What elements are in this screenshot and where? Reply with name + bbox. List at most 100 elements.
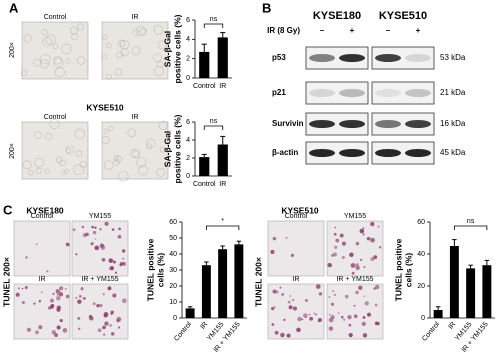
micrograph-label: Control bbox=[31, 213, 54, 220]
bar bbox=[217, 37, 228, 78]
cell bbox=[65, 242, 70, 247]
size-label: 45 kDa bbox=[440, 148, 466, 157]
cell bbox=[157, 40, 167, 50]
cell bbox=[39, 59, 49, 69]
cell bbox=[111, 228, 115, 231]
y-axis-label: positive cells (%) bbox=[172, 14, 182, 83]
cell bbox=[108, 126, 114, 131]
cell bbox=[349, 254, 351, 256]
cell bbox=[40, 54, 51, 65]
cell bbox=[103, 128, 109, 134]
y-tick-label: 6 bbox=[186, 119, 190, 126]
band bbox=[375, 149, 401, 157]
cell bbox=[50, 304, 55, 308]
protein-label: p21 bbox=[272, 88, 286, 97]
y-tick-label: 50 bbox=[169, 235, 177, 242]
cell bbox=[350, 263, 356, 268]
cell bbox=[108, 258, 113, 263]
cell bbox=[28, 170, 34, 176]
significance-bracket bbox=[205, 225, 240, 230]
cell bbox=[119, 40, 130, 50]
size-label: 53 kDa bbox=[440, 53, 466, 62]
cell bbox=[78, 294, 82, 298]
cell bbox=[157, 61, 164, 68]
cell bbox=[106, 42, 112, 49]
cell bbox=[80, 287, 84, 291]
cell bbox=[317, 317, 322, 322]
cell bbox=[330, 253, 334, 257]
band bbox=[309, 120, 335, 128]
protein-label: Survivin bbox=[272, 119, 304, 128]
cell bbox=[121, 298, 127, 304]
cell bbox=[70, 26, 78, 35]
significance-label: * bbox=[221, 218, 224, 225]
cell bbox=[90, 242, 94, 246]
cell bbox=[105, 73, 112, 80]
micrograph-label: IR bbox=[293, 276, 300, 283]
cell bbox=[61, 43, 72, 54]
micrograph-label: IR bbox=[132, 114, 139, 121]
cell bbox=[77, 299, 82, 304]
band bbox=[309, 89, 335, 97]
cell bbox=[358, 285, 363, 290]
cell bbox=[65, 58, 71, 64]
bar bbox=[218, 249, 228, 318]
cell bbox=[139, 27, 147, 36]
cell bbox=[79, 160, 87, 169]
cell bbox=[108, 267, 112, 270]
cell bbox=[112, 260, 116, 264]
cell bbox=[33, 302, 36, 305]
cell bbox=[82, 296, 86, 300]
band bbox=[405, 54, 431, 62]
cell bbox=[297, 316, 302, 322]
cell bbox=[92, 302, 96, 306]
y-axis-label: SA-β-Gal bbox=[162, 31, 172, 67]
cell bbox=[114, 68, 123, 76]
cell bbox=[56, 295, 61, 301]
cell bbox=[355, 290, 359, 295]
micrograph bbox=[13, 220, 71, 277]
cell bbox=[360, 258, 363, 261]
micrograph bbox=[326, 283, 384, 340]
cell bbox=[366, 312, 372, 317]
x-tick-label: Control bbox=[193, 83, 216, 90]
cell bbox=[130, 148, 140, 159]
cell bbox=[353, 304, 356, 307]
cell bbox=[328, 313, 331, 316]
cell bbox=[274, 330, 279, 335]
cell bbox=[355, 241, 360, 246]
protein-label: β-actin bbox=[272, 148, 298, 157]
cell bbox=[59, 318, 63, 323]
cell bbox=[101, 135, 110, 144]
cell bbox=[313, 312, 316, 315]
cell bbox=[24, 285, 28, 290]
cell bbox=[46, 270, 49, 273]
cell bbox=[349, 252, 354, 258]
cell bbox=[355, 265, 360, 270]
cell bbox=[99, 243, 105, 248]
cell bbox=[53, 56, 62, 65]
micrograph-title: KYSE510 bbox=[281, 205, 319, 215]
blot-box bbox=[371, 46, 435, 70]
x-tick-label: Control bbox=[173, 321, 193, 343]
cell bbox=[332, 290, 335, 292]
micrograph bbox=[21, 121, 89, 180]
cell bbox=[74, 128, 86, 140]
panel-label: C bbox=[3, 202, 13, 217]
cell bbox=[362, 315, 366, 319]
micrograph-title: KYSE180 bbox=[26, 205, 64, 215]
cell bbox=[328, 326, 334, 331]
cell bbox=[348, 333, 353, 338]
cell bbox=[62, 328, 68, 333]
significance-bracket bbox=[203, 23, 224, 28]
cell bbox=[333, 293, 337, 296]
cell bbox=[341, 241, 346, 246]
cell bbox=[99, 228, 102, 231]
cell bbox=[21, 300, 25, 305]
cell bbox=[330, 302, 335, 306]
cell bbox=[363, 265, 366, 269]
cell bbox=[116, 51, 123, 59]
cell bbox=[65, 145, 75, 155]
cell bbox=[23, 34, 32, 43]
